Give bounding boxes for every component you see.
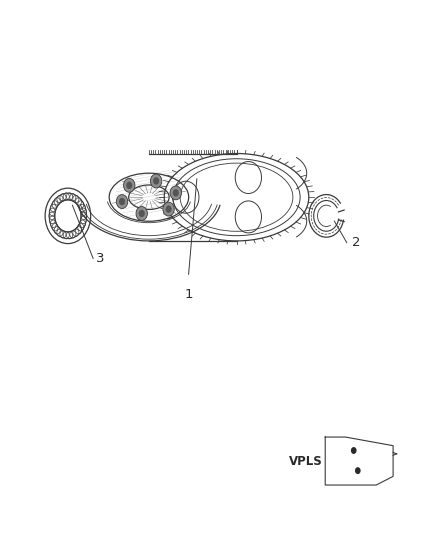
Circle shape — [124, 179, 135, 192]
Circle shape — [150, 174, 162, 188]
Text: VPLS: VPLS — [289, 455, 323, 467]
Circle shape — [355, 467, 360, 474]
Circle shape — [117, 195, 128, 208]
Text: 3: 3 — [96, 252, 105, 265]
Circle shape — [139, 209, 145, 217]
Circle shape — [166, 205, 172, 213]
Circle shape — [351, 447, 357, 454]
Circle shape — [153, 177, 159, 185]
Circle shape — [119, 198, 125, 205]
Circle shape — [173, 189, 179, 197]
Circle shape — [136, 206, 148, 220]
Text: 2: 2 — [352, 236, 360, 249]
Text: 1: 1 — [184, 288, 193, 301]
Circle shape — [170, 186, 181, 200]
Circle shape — [126, 182, 132, 189]
Circle shape — [163, 202, 174, 216]
